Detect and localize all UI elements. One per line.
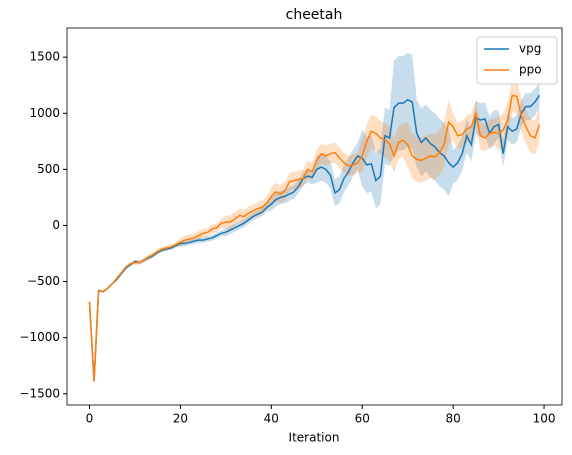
legend-label: ppo xyxy=(519,63,542,77)
y-tick-label: 0 xyxy=(52,218,60,232)
confidence-band xyxy=(89,78,540,383)
x-tick-label: 80 xyxy=(445,412,460,426)
x-tick-label: 0 xyxy=(86,412,94,426)
legend-label: vpg xyxy=(519,42,541,56)
x-tick-label: 100 xyxy=(533,412,556,426)
chart-title: cheetah xyxy=(286,7,343,23)
x-tick-label: 20 xyxy=(173,412,188,426)
x-tick-label: 40 xyxy=(264,412,279,426)
confidence-band xyxy=(89,52,540,383)
x-axis-label: Iteration xyxy=(289,431,340,445)
line xyxy=(88,94,541,382)
y-tick-label: −1000 xyxy=(19,330,60,344)
legend-box xyxy=(476,36,558,85)
y-tick-label: 500 xyxy=(37,162,60,176)
x-tick-label: 60 xyxy=(355,412,370,426)
y-tick-label: −500 xyxy=(27,274,60,288)
line xyxy=(88,94,541,382)
y-tick-label: 1500 xyxy=(29,50,60,64)
y-tick-label: −1500 xyxy=(19,386,60,400)
plot-frame xyxy=(66,27,563,406)
y-tick-label: 1000 xyxy=(29,106,60,120)
